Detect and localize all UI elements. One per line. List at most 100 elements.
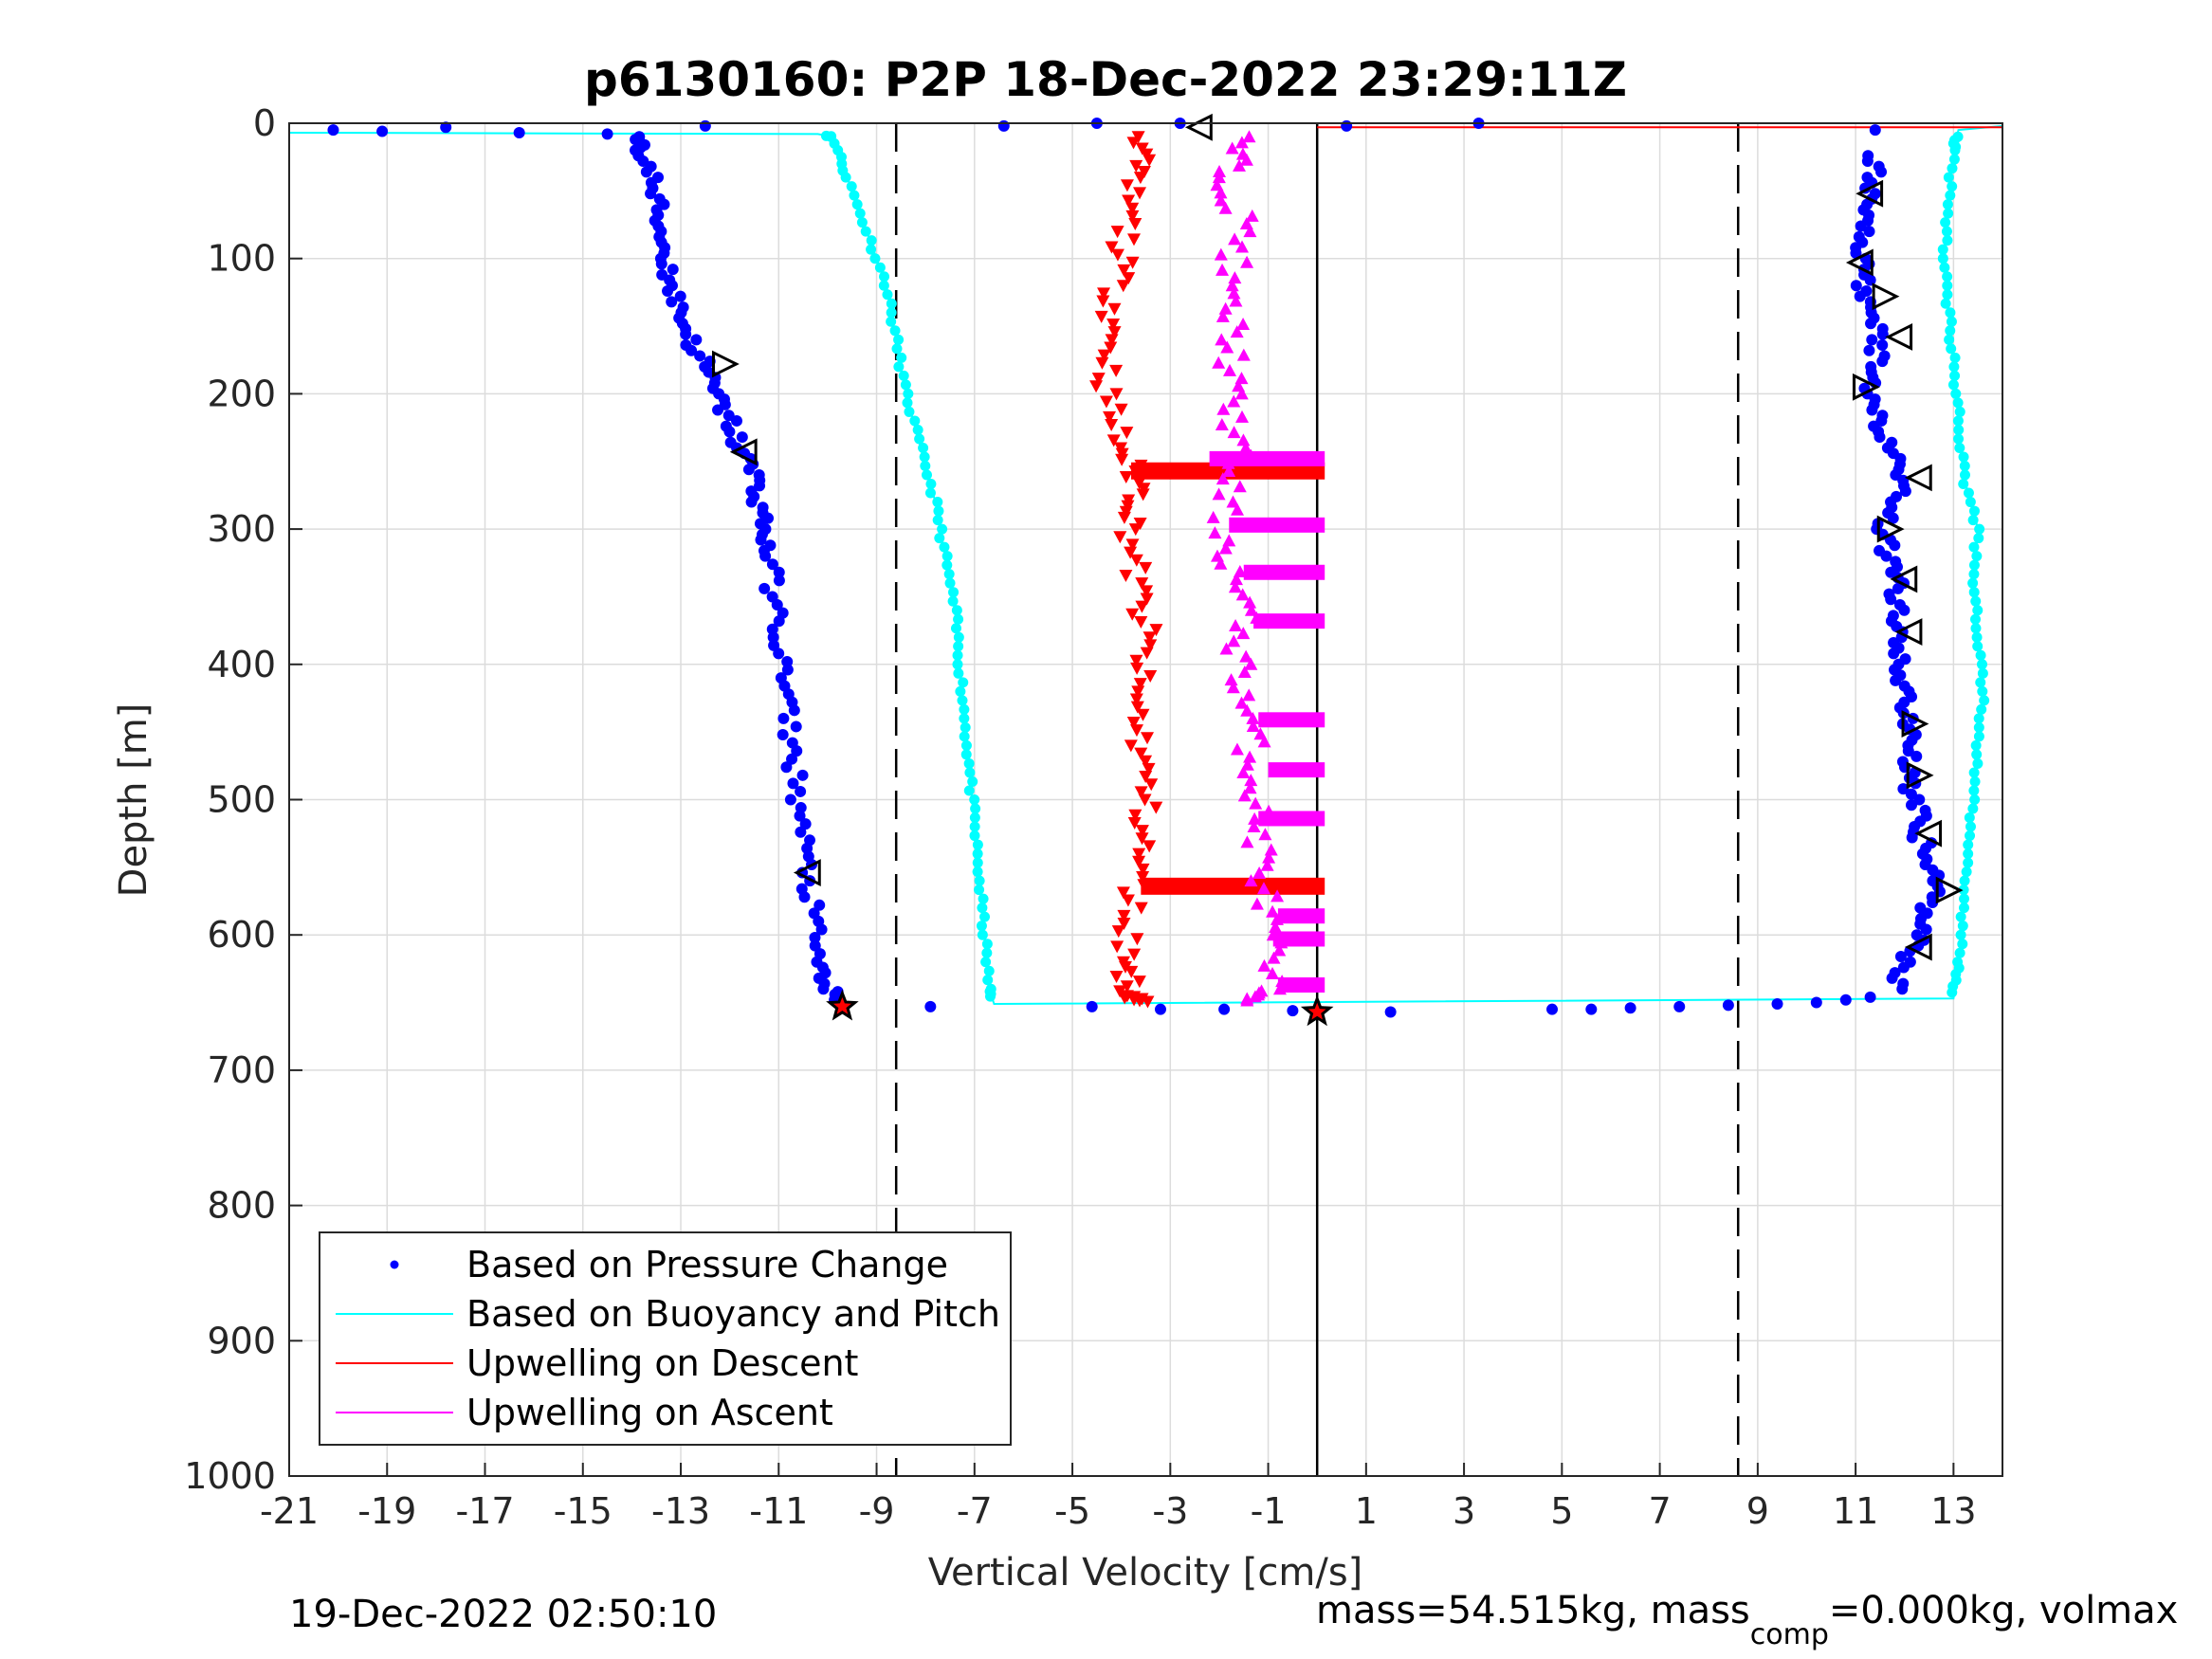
buoyancy-point: [886, 307, 897, 319]
buoyancy-point: [1973, 533, 1984, 544]
buoyancy-point: [972, 848, 983, 860]
buoyancy-point: [1963, 848, 1974, 860]
buoyancy-point: [1968, 541, 1980, 553]
buoyancy-point: [1957, 921, 1968, 932]
pressure-point: [1893, 599, 1906, 611]
ascent-point: [1235, 410, 1250, 423]
pressure-point: [694, 350, 706, 362]
pressure-point: [1860, 284, 1873, 297]
pressure-point: [773, 574, 785, 587]
buoyancy-point: [948, 587, 960, 598]
descent-point: [1135, 577, 1149, 591]
x-tick-label: -21: [260, 1490, 319, 1532]
y-tick-label: 600: [207, 914, 276, 956]
ascent-point: [1243, 750, 1257, 763]
buoyancy-point: [866, 244, 877, 255]
pressure-point: [1624, 1002, 1636, 1014]
ascent-point: [1271, 889, 1285, 902]
x-tick-label: 3: [1453, 1490, 1475, 1532]
buoyancy-point: [977, 929, 988, 940]
descent-point: [1125, 210, 1140, 223]
buoyancy-point: [886, 298, 897, 309]
pressure-point: [1878, 350, 1891, 362]
descent-point: [1140, 647, 1154, 660]
pressure-point: [1898, 680, 1910, 692]
pressure-point: [674, 290, 686, 302]
ascent-point: [1214, 247, 1228, 261]
buoyancy-point: [1969, 613, 1981, 625]
descent-point: [1134, 902, 1148, 915]
x-axis-label: Vertical Velocity [cm/s]: [928, 1551, 1363, 1595]
ascent-point: [1244, 874, 1258, 887]
ascent-band: [1253, 613, 1325, 629]
descent-point: [1129, 554, 1143, 567]
ascent-point: [1269, 921, 1283, 934]
descent-point: [1117, 917, 1131, 930]
descent-point: [1097, 349, 1111, 362]
pressure-point: [1850, 280, 1862, 292]
ascent-point: [1247, 820, 1261, 833]
buoyancy-point: [969, 821, 980, 832]
ascent-point: [1258, 828, 1272, 841]
ascent-point: [1236, 348, 1251, 361]
buoyancy-point: [1947, 163, 1958, 174]
descent-point: [1141, 995, 1155, 1009]
descent-point: [1091, 373, 1106, 386]
descent-point: [1141, 732, 1155, 745]
ascent-point: [1244, 603, 1258, 616]
buoyancy-point: [893, 361, 905, 373]
pressure-point: [809, 932, 821, 944]
chart-title: p6130160: P2P 18-Dec-2022 23:29:11Z: [584, 52, 1627, 107]
buoyancy-point: [980, 957, 992, 968]
ascent-point: [1246, 720, 1260, 733]
buoyancy-point: [1970, 623, 1982, 634]
descent-point: [1128, 809, 1143, 822]
descent-point: [1129, 654, 1143, 667]
ascent-point: [1206, 510, 1220, 523]
ascent-point: [1216, 402, 1231, 415]
buoyancy-point: [1942, 271, 1953, 283]
ascent-point: [1236, 627, 1251, 640]
ascent-point: [1208, 526, 1222, 539]
buoyancy-point: [932, 515, 943, 526]
ascent-point: [1240, 703, 1254, 717]
buoyancy-point: [1954, 406, 1965, 417]
descent-point: [1110, 248, 1124, 262]
descent-point: [1113, 531, 1127, 544]
buoyancy-point: [849, 190, 860, 201]
descent-point: [1097, 287, 1111, 301]
pressure-point: [1546, 1003, 1559, 1015]
buoyancy-point: [1968, 505, 1980, 517]
pressure-point: [1585, 1003, 1598, 1015]
pressure-point: [1863, 344, 1875, 356]
descent-point: [1128, 218, 1143, 231]
pressure-point: [1722, 999, 1734, 1012]
buoyancy-point: [1954, 947, 1965, 958]
buoyancy-point: [1968, 785, 1980, 796]
legend: Based on Pressure Change Based on Buoyanc…: [319, 1231, 1012, 1446]
ascent-point: [1260, 858, 1274, 871]
pressure-point: [690, 334, 703, 346]
ascent-point: [1272, 982, 1287, 995]
descent-point: [1125, 256, 1140, 269]
buoyancy-point: [952, 659, 963, 670]
buoyancy-point: [840, 172, 851, 183]
buoyancy-point: [972, 857, 983, 868]
legend-label: Based on Buoyancy and Pitch: [466, 1293, 1000, 1335]
ascent-point: [1257, 958, 1271, 972]
ascent-point: [1240, 835, 1254, 848]
buoyancy-point: [959, 731, 970, 742]
buoyancy-point: [1967, 515, 1979, 526]
pressure-point: [1886, 436, 1898, 448]
y-tick-label: 300: [207, 508, 276, 550]
buoyancy-point: [981, 947, 993, 958]
descent-point: [1134, 615, 1148, 629]
ascent-point: [1214, 186, 1228, 199]
pressure-point: [1869, 188, 1881, 200]
pressure-point: [755, 534, 767, 546]
ascent-point: [1245, 209, 1259, 222]
descent-point: [1143, 154, 1157, 167]
descent-point: [1110, 226, 1124, 239]
buoyancy-point: [1944, 334, 1955, 345]
